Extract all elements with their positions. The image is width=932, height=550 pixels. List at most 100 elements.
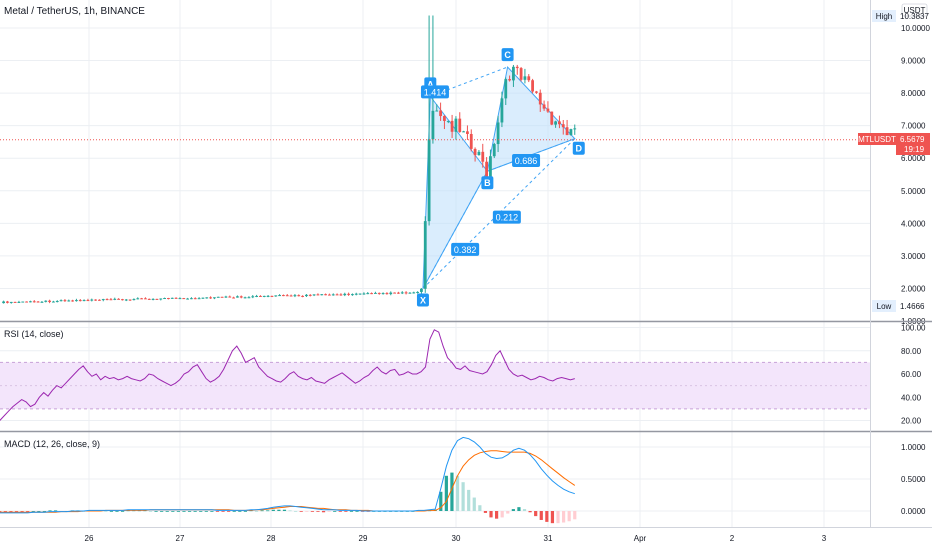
candle-body bbox=[13, 301, 17, 303]
macd-histogram-bar bbox=[461, 482, 465, 511]
candle-body bbox=[224, 296, 228, 298]
candle-body bbox=[9, 301, 13, 303]
candle-body bbox=[55, 301, 59, 303]
price-tick-label: 3.0000 bbox=[901, 252, 926, 261]
macd-histogram-bar bbox=[439, 491, 443, 511]
pattern-point-x[interactable]: X bbox=[416, 293, 429, 307]
macd-histogram-bar bbox=[260, 510, 264, 512]
macd-histogram-bar bbox=[193, 511, 197, 512]
macd-histogram-bar bbox=[478, 505, 482, 511]
pattern-point-c[interactable]: C bbox=[501, 48, 514, 62]
candle-body bbox=[558, 121, 561, 125]
pattern-ratio-label[interactable]: 1.414 bbox=[420, 85, 449, 99]
candle-body bbox=[159, 298, 163, 300]
macd-histogram-bar bbox=[176, 511, 181, 512]
macd-signal-line[interactable] bbox=[0, 450, 576, 513]
pattern-labels: X A B C D 0.382 1.414 0.686 0.212 bbox=[416, 48, 585, 307]
rsi-line[interactable] bbox=[0, 329, 575, 421]
macd-histogram-bar bbox=[165, 511, 169, 512]
currency-button[interactable]: USDT bbox=[901, 3, 928, 17]
svg-text:10.3837: 10.3837 bbox=[900, 12, 929, 21]
macd-histogram-bar bbox=[495, 511, 499, 519]
candle-body bbox=[105, 299, 109, 301]
candle-body bbox=[339, 294, 343, 296]
macd-histogram-bar bbox=[472, 497, 476, 511]
candle-body bbox=[36, 301, 40, 303]
time-tick-label: 27 bbox=[176, 534, 185, 543]
svg-text:0.686: 0.686 bbox=[515, 156, 538, 166]
candle-body bbox=[508, 79, 511, 81]
candle-body bbox=[63, 300, 67, 302]
price-tick-label: 6.0000 bbox=[901, 154, 926, 163]
last-price-tag: MTLUSDT 6.5679 19:19 bbox=[858, 133, 930, 155]
pattern-ratio-label[interactable]: 0.382 bbox=[451, 242, 480, 256]
candle-body bbox=[128, 299, 132, 301]
candle-body bbox=[462, 131, 465, 133]
candle-body bbox=[404, 292, 408, 294]
macd-histogram-bar bbox=[450, 472, 454, 511]
macd-histogram-bar bbox=[333, 511, 337, 512]
candle-body bbox=[155, 298, 159, 300]
candle-body bbox=[201, 297, 205, 299]
time-tick-label: 3 bbox=[822, 534, 827, 543]
candle-body bbox=[101, 299, 105, 301]
candle-body bbox=[29, 301, 32, 303]
candle-body bbox=[381, 293, 385, 295]
candle-body bbox=[362, 293, 366, 295]
macd-line[interactable] bbox=[0, 436, 575, 514]
svg-text:C: C bbox=[504, 50, 511, 60]
time-tick-label: 31 bbox=[544, 534, 553, 543]
candle-body bbox=[305, 294, 308, 297]
macd-histogram-bar bbox=[327, 511, 331, 512]
candle-body bbox=[109, 299, 113, 301]
candle-body bbox=[469, 133, 473, 149]
candle-body bbox=[423, 221, 427, 289]
macd-histogram-bar bbox=[467, 489, 471, 511]
candle-body bbox=[389, 292, 393, 295]
candle-body bbox=[443, 116, 446, 121]
candle-body bbox=[220, 296, 224, 298]
price-tick-label: 5.0000 bbox=[901, 187, 926, 196]
macd-histogram-bar bbox=[160, 511, 164, 512]
pattern-ratio-label[interactable]: 0.686 bbox=[512, 153, 541, 167]
candle-body bbox=[565, 127, 569, 136]
candle-body bbox=[232, 297, 235, 299]
macd-histogram-bar bbox=[243, 511, 247, 512]
macd-histogram-bar bbox=[522, 509, 527, 511]
macd-pane-label[interactable]: MACD (12, 26, close, 9) bbox=[4, 439, 100, 449]
macd-histogram-bar bbox=[489, 511, 493, 518]
candle-body bbox=[2, 301, 5, 304]
candle-body bbox=[377, 292, 381, 294]
macd-histogram-bar bbox=[37, 511, 41, 512]
candle-body bbox=[75, 300, 78, 302]
candle-body bbox=[167, 298, 170, 300]
candle-body bbox=[262, 295, 266, 297]
pattern-point-b[interactable]: B bbox=[481, 176, 494, 190]
candle-body bbox=[144, 298, 147, 300]
macd-histogram-bar bbox=[271, 509, 275, 511]
candle-body bbox=[535, 91, 538, 93]
rsi-pane-label[interactable]: RSI (14, close) bbox=[4, 329, 64, 339]
candle-body bbox=[124, 299, 128, 301]
candle-body bbox=[320, 294, 324, 296]
candle-body bbox=[113, 298, 117, 300]
svg-text:B: B bbox=[484, 178, 491, 188]
macd-histogram-bar bbox=[299, 511, 303, 512]
time-tick-label: 2 bbox=[730, 534, 735, 543]
candle-body bbox=[213, 297, 216, 299]
candle-body bbox=[140, 298, 143, 300]
candle-body bbox=[481, 151, 485, 162]
pattern-point-d[interactable]: D bbox=[572, 141, 585, 155]
candle-body bbox=[477, 151, 481, 156]
rsi-band bbox=[0, 361, 870, 410]
pattern-ratio-label[interactable]: 0.212 bbox=[492, 210, 521, 224]
rsi-tick-label: 40.00 bbox=[901, 393, 922, 402]
macd-histogram-bar bbox=[349, 511, 354, 512]
pattern-line-xb bbox=[422, 171, 488, 289]
macd-histogram-bar bbox=[14, 511, 19, 512]
macd-histogram-bar bbox=[534, 511, 538, 517]
macd-histogram-bar bbox=[573, 511, 577, 520]
candle-body bbox=[6, 301, 9, 303]
candle-body bbox=[282, 295, 285, 297]
price-candles bbox=[0, 15, 870, 304]
